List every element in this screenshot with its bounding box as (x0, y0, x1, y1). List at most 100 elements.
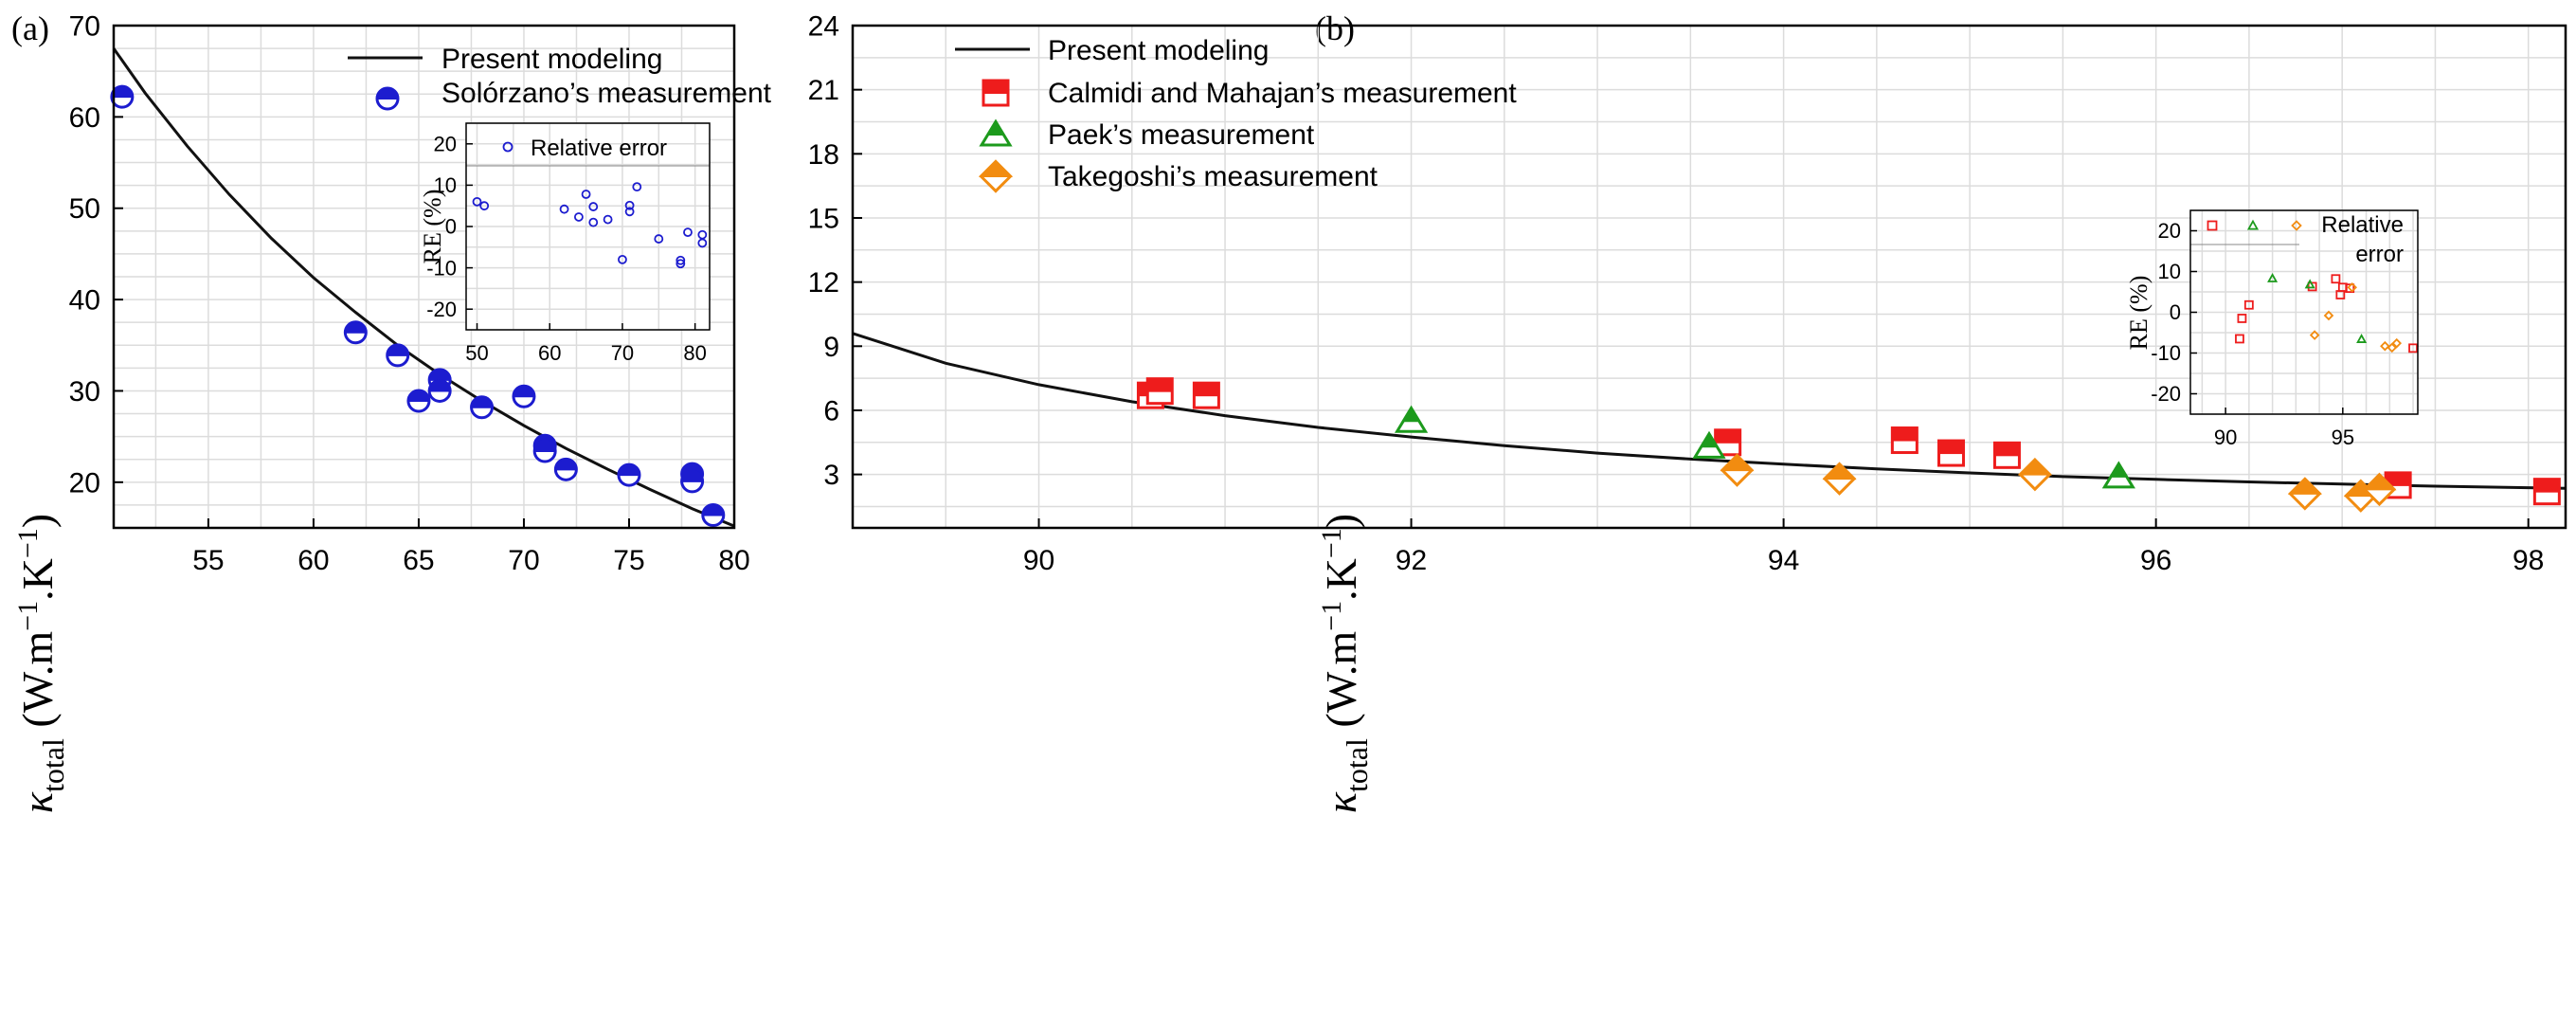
svg-text:κtotal (W.m−1.K−1): κtotal (W.m−1.K−1) (12, 514, 70, 813)
panel-a-inset-point (676, 259, 686, 269)
panel-a-inset-ytick-label: 10 (434, 173, 457, 197)
panel-b-ytick-label: 6 (823, 395, 839, 426)
panel-b-inset-point (2243, 299, 2254, 310)
panel-b-xtick-label: 90 (1023, 545, 1054, 576)
panel-b-inset-axes: 90 95 -20 -10 0 10 20 Relative error RE (%) (2125, 209, 2419, 449)
ylabel-unit-mid: .K (13, 558, 62, 601)
ylabel-unit-open: (W.m (13, 631, 62, 739)
panel-a-inset-point (588, 217, 599, 227)
panel-a-inset-point (632, 182, 642, 192)
panel-b-point (1992, 441, 2021, 469)
panel-a-point-fill (533, 440, 557, 453)
panel-b-inset-legend-line2: error (2355, 242, 2404, 267)
panel-b-frame (851, 24, 2567, 530)
panel-a-inset-point (618, 254, 627, 264)
panel-a-xtick-label: 60 (297, 545, 329, 576)
panel-b-axes: 90 92 94 96 98 3 6 9 12 15 18 21 24 Present modeling C… (808, 11, 2567, 576)
panel-b-inset-xtick-label: 95 (2332, 426, 2354, 449)
panel-b-point (1937, 439, 1965, 467)
panel-a-point (470, 395, 495, 420)
panel-a-ytick-label: 60 (69, 102, 100, 134)
panel-a-xtick-label: 65 (403, 545, 434, 576)
panel-b-inset-point (2237, 314, 2247, 323)
panel-a-point-fill (406, 390, 430, 403)
panel-b-point-fill (2362, 473, 2397, 491)
panel-a-axes: 55 60 65 70 75 80 20 30 40 50 60 70 Present modeling… (69, 11, 772, 577)
panel-a-inset-xtick-label: 80 (683, 341, 706, 365)
panel-b-point-fill (2533, 478, 2561, 493)
panel-b-ytick-label: 12 (808, 267, 839, 299)
panel-b-xtick-label: 98 (2513, 545, 2544, 576)
panel-a-inset-point (472, 196, 482, 207)
panel-a-inset-point (624, 200, 635, 210)
panel-a-inset-point (654, 234, 664, 244)
panel-a-point-fill (617, 463, 640, 477)
panel-a-point (532, 439, 557, 463)
panel-b-legend-marker-icon-fill (982, 80, 1009, 94)
panel-b-inset-ytick-label: -20 (2151, 382, 2181, 406)
panel-b-ytick-label: 3 (823, 460, 839, 491)
panel-b-point-fill (2017, 458, 2052, 476)
panel-b-legend-entry: Paek’s measurement (1048, 119, 1315, 151)
panel-b-legend-marker-icon (979, 118, 1013, 147)
panel-b-ytick-label: 9 (823, 332, 839, 363)
panel-a-point (512, 384, 536, 408)
panel-a-legend-marker-icon-fill (375, 87, 400, 100)
panel-a-inset-xtick-label: 60 (538, 341, 561, 365)
panel-b-point-fill (1891, 426, 1918, 442)
panel-a-inset-frame (465, 122, 711, 331)
panel-a-legend-model: Present modeling (441, 44, 662, 75)
panel-a-point-fill (554, 458, 578, 471)
panel-b-legend: Present modeling Calmidi and Mahajan’s me… (955, 35, 1517, 193)
panel-b-inset-point (2331, 274, 2341, 284)
panel-a-inset-point (581, 190, 591, 199)
panel-b-inset-frame (2189, 209, 2419, 415)
panel-b-legend-marker-icon-fill (978, 159, 1014, 177)
panel-b-inset-ylabel-text: RE (%) (2125, 276, 2153, 351)
panel-b-point (2017, 457, 2052, 492)
panel-b-point-fill (1714, 428, 1741, 444)
ylabel-unit-close: ) (13, 514, 62, 528)
panel-b-point (1822, 462, 1857, 496)
panel-a-point-fill (344, 320, 368, 334)
panel-a-label: (a) (11, 9, 49, 47)
panel-a-point (427, 378, 452, 403)
panel-b-point-fill (1822, 462, 1857, 480)
panel-a-ytick-label: 50 (69, 193, 100, 225)
ylabel-symbol: κ (1317, 791, 1365, 813)
panel-b-xtick-label: 94 (1768, 545, 1799, 576)
panel-a-inset-point (479, 201, 490, 211)
panel-b-inset-point (2307, 281, 2317, 292)
panel-b-legend-entry: Takegoshi’s measurement (1048, 161, 1378, 192)
panel-b-inset-point (2380, 340, 2390, 352)
panel-a-inset-ytick-label: 20 (434, 133, 457, 156)
panel-b-inset-ytick-label: 20 (2158, 219, 2181, 243)
panel-a-inset-point (559, 204, 569, 214)
panel-b-point-fill (1146, 377, 1174, 392)
panel-b-inset-ylabel: RE (%) (2125, 276, 2153, 351)
panel-a-point (343, 320, 368, 345)
panel-a-xtick-label: 75 (613, 545, 644, 576)
panel-b-legend-marker-icon-fill (985, 119, 1006, 136)
panel-b-point (2287, 477, 2322, 511)
panel-b-inset-point (2408, 343, 2418, 353)
panel-a-point (617, 462, 641, 487)
panel-b-ylabel: κtotal (W.m−1.K−1) (1316, 514, 1374, 813)
panel-b-inset-point (2345, 283, 2355, 294)
panel-b-point (1890, 426, 1918, 455)
panel-b-point (1192, 381, 1220, 409)
panel-b-point-fill (1401, 406, 1421, 423)
ylabel-exp2: −1 (12, 528, 44, 558)
panel-b-inset-xtick-label: 90 (2214, 426, 2237, 449)
panel-b-inset-point (2347, 281, 2357, 293)
panel-a-inset-xtick-label: 70 (611, 341, 634, 365)
svg-text:κtotal (W.m−1.K−1): κtotal (W.m−1.K−1) (1316, 514, 1374, 813)
panel-a-ytick-label: 40 (69, 285, 100, 317)
panel-b-inset-legend-marker-icon (2291, 220, 2302, 231)
panel-b-inset-ytick-label: 0 (2170, 300, 2181, 324)
panel-a-point (406, 389, 431, 413)
panel-a-point (110, 84, 135, 109)
panel-a-inset-ytick-label: -20 (426, 298, 457, 321)
ylabel-sub: total (36, 738, 70, 792)
